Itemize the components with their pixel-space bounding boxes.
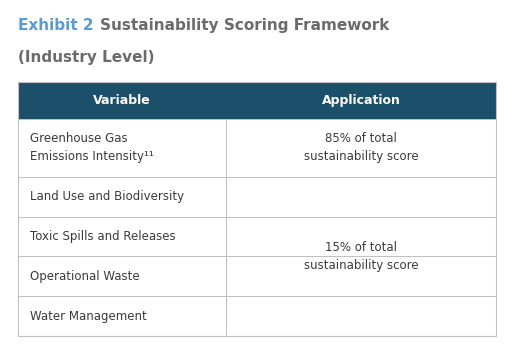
Text: Toxic Spills and Releases: Toxic Spills and Releases	[30, 230, 176, 243]
Text: 15% of total
sustainability score: 15% of total sustainability score	[304, 241, 418, 272]
Text: Operational Waste: Operational Waste	[30, 270, 140, 283]
Text: Variable: Variable	[93, 94, 151, 107]
Text: 85% of total
sustainability score: 85% of total sustainability score	[304, 133, 418, 163]
Text: Exhibit 2: Exhibit 2	[18, 18, 99, 33]
Text: Greenhouse Gas
Emissions Intensity¹¹: Greenhouse Gas Emissions Intensity¹¹	[30, 133, 154, 163]
Text: Water Management: Water Management	[30, 310, 147, 322]
Text: Land Use and Biodiversity: Land Use and Biodiversity	[30, 190, 184, 203]
Text: Application: Application	[322, 94, 400, 107]
Text: Sustainability Scoring Framework: Sustainability Scoring Framework	[100, 18, 390, 33]
Bar	[18, 82, 496, 336]
Text: (Industry Level): (Industry Level)	[18, 50, 155, 65]
Bar	[18, 82, 496, 119]
